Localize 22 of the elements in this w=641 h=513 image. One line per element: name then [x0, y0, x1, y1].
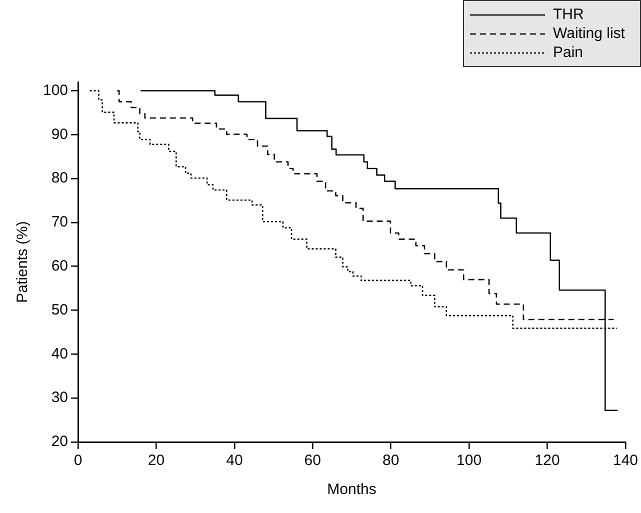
y-tick-label: 90 — [51, 126, 68, 143]
x-tick-label: 40 — [226, 452, 243, 470]
x-axis-title: Months — [327, 481, 376, 498]
y-axis-title: Patients (%) — [14, 221, 32, 303]
legend-label: Waiting list — [553, 25, 625, 42]
y-tick-label: 20 — [51, 433, 68, 450]
y-tick-label: 30 — [51, 389, 68, 406]
y-tick-label: 80 — [51, 170, 68, 187]
y-tick-label: 50 — [51, 301, 68, 318]
x-tick-label: 140 — [612, 452, 638, 470]
legend-label: Pain — [553, 44, 584, 61]
x-tick-label: 80 — [382, 452, 400, 470]
legend-label: THR — [553, 6, 584, 23]
x-tick-label: 0 — [74, 452, 82, 470]
y-tick-label: 70 — [51, 214, 68, 231]
y-tick-label: 60 — [51, 258, 68, 275]
x-tick-label: 120 — [534, 452, 560, 470]
x-tick-label: 20 — [148, 452, 165, 470]
x-tick-label: 100 — [456, 452, 482, 470]
y-tick-label: 40 — [51, 345, 68, 362]
y-tick-label: 100 — [42, 82, 68, 99]
x-tick-label: 60 — [304, 452, 321, 470]
